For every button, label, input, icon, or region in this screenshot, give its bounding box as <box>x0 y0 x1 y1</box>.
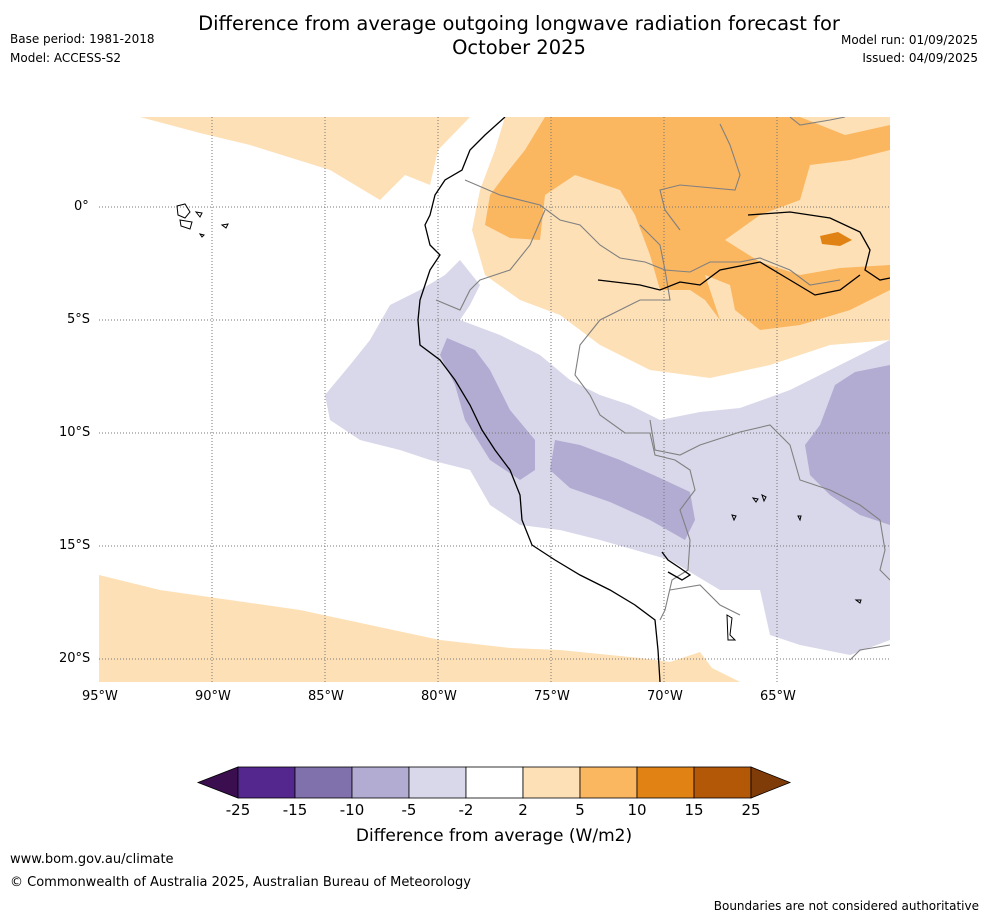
colorbar-segment <box>408 766 467 799</box>
colorbar-extend-low <box>196 766 239 799</box>
colorbar-label: -10 <box>339 801 365 819</box>
colorbar-title: Difference from average (W/m2) <box>355 826 633 846</box>
lat-label-20s: 20°S <box>59 651 91 666</box>
colorbar-label: -15 <box>282 801 308 819</box>
colorbar <box>196 766 792 799</box>
colorbar-segment <box>693 766 752 799</box>
negative-5-10-andes <box>550 440 695 540</box>
negative-5-10-east <box>805 365 890 525</box>
colorbar-label: 10 <box>627 801 647 819</box>
colorbar-label: 15 <box>684 801 704 819</box>
colorbar-label: -5 <box>401 801 417 819</box>
lon-label-95w: 95°W <box>82 689 118 704</box>
footer-url: www.bom.gov.au/climate <box>10 852 174 867</box>
colorbar-segment <box>636 766 695 799</box>
colorbar-segment <box>294 766 353 799</box>
map-shading <box>99 117 890 682</box>
lon-label-70w: 70°W <box>647 689 683 704</box>
country-borders <box>435 117 890 661</box>
coastline <box>417 117 890 682</box>
colorbar-segment <box>522 766 581 799</box>
title-line-1: Difference from average outgoing longwav… <box>198 12 840 35</box>
galapagos-islands <box>176 203 862 641</box>
positive-2-5-region-south <box>99 575 740 682</box>
negative-5-10-coastal <box>440 338 535 480</box>
lon-label-90w: 90°W <box>195 689 231 704</box>
lat-label-10s: 10°S <box>59 425 91 440</box>
colorbar-segment <box>351 766 410 799</box>
colorbar-segment <box>579 766 638 799</box>
lat-label-0: 0° <box>74 199 89 214</box>
colorbar-segment <box>465 766 524 799</box>
chart-title: Difference from average outgoing longwav… <box>150 12 888 60</box>
colorbar-label: -25 <box>225 801 251 819</box>
colorbar-label: -2 <box>458 801 474 819</box>
footer-disclaimer: Boundaries are not considered authoritat… <box>713 899 979 913</box>
gridlines <box>99 117 890 682</box>
issued-label: Issued: 04/09/2025 <box>862 51 978 65</box>
title-line-2: October 2025 <box>452 36 586 59</box>
model-label: Model: ACCESS-S2 <box>10 51 122 65</box>
lon-label-65w: 65°W <box>760 689 796 704</box>
model-run-label: Model run: 01/09/2025 <box>840 33 978 47</box>
footer-copyright: © Commonwealth of Australia 2025, Austra… <box>10 875 471 890</box>
positive-10-15-patch <box>820 232 852 246</box>
lon-label-85w: 85°W <box>308 689 344 704</box>
positive-2-5-region-northwest <box>99 117 470 200</box>
colorbar-label: 5 <box>575 801 585 819</box>
lon-label-75w: 75°W <box>534 689 570 704</box>
colorbar-label: 2 <box>518 801 528 819</box>
lat-label-15s: 15°S <box>59 538 91 553</box>
lon-label-80w: 80°W <box>421 689 457 704</box>
colorbar-extend-high <box>750 766 792 799</box>
base-period-label: Base period: 1981-2018 <box>10 32 155 46</box>
positive-5-10-region <box>485 117 890 330</box>
colorbar-segment <box>237 766 296 799</box>
colorbar-label: 25 <box>741 801 761 819</box>
lat-label-5s: 5°S <box>67 312 91 327</box>
